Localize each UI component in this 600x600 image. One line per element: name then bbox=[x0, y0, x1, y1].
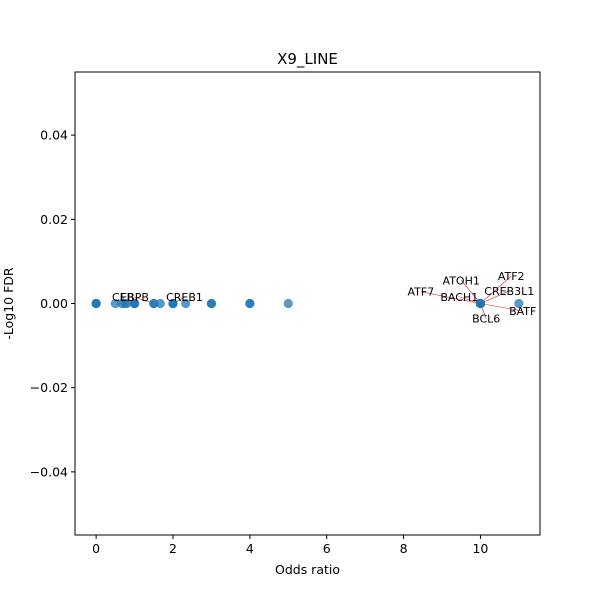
data-point bbox=[110, 298, 120, 309]
x-tick-label: 6 bbox=[323, 541, 331, 556]
data-point bbox=[129, 298, 140, 309]
annotation-label: CEB bbox=[112, 291, 134, 304]
annotation-leader-line bbox=[480, 303, 523, 312]
y-tick-label: −0.02 bbox=[30, 380, 68, 395]
x-tick-label: 2 bbox=[169, 541, 177, 556]
annotation-leader-line bbox=[480, 290, 510, 304]
annotation-label: ATOH1 bbox=[443, 274, 480, 287]
data-point bbox=[168, 298, 178, 309]
data-point bbox=[149, 298, 159, 309]
annotation-label: BATF bbox=[509, 305, 536, 318]
data-point bbox=[475, 298, 486, 309]
annotation-label: ATF2 bbox=[498, 270, 525, 283]
annotation-leader-line bbox=[460, 280, 481, 304]
data-point bbox=[283, 298, 293, 309]
data-points bbox=[91, 298, 524, 309]
x-axis: 0 2 4 6 8 10 bbox=[92, 535, 488, 556]
annotation-label: BACH1 bbox=[440, 291, 478, 304]
data-point bbox=[155, 298, 165, 309]
x-tick-label: 10 bbox=[472, 541, 488, 556]
y-tick-label: −0.04 bbox=[30, 464, 68, 479]
data-point bbox=[122, 298, 132, 309]
data-point bbox=[91, 298, 101, 309]
y-tick-label: 0.02 bbox=[40, 212, 68, 227]
y-tick-label: 0.00 bbox=[40, 296, 68, 311]
annotation-label: CREB1 bbox=[166, 291, 203, 304]
data-point bbox=[514, 298, 524, 309]
annotation-label: CREB3L1 bbox=[484, 285, 534, 298]
chart-title: X9_LINE bbox=[277, 50, 338, 69]
x-tick-label: 4 bbox=[246, 541, 254, 556]
data-point bbox=[245, 298, 255, 309]
x-tick-label: 0 bbox=[92, 541, 100, 556]
annotation-leader-line bbox=[420, 291, 481, 304]
y-tick-label: 0.04 bbox=[40, 128, 68, 143]
annotation-leader-line bbox=[480, 275, 512, 304]
y-axis-label: -Log10 FDR bbox=[1, 267, 16, 340]
annotation-label: ATF7 bbox=[408, 286, 435, 299]
annotation-label: EBPB bbox=[120, 291, 149, 304]
y-axis: −0.04 −0.02 0.00 0.02 0.04 bbox=[30, 128, 75, 479]
x-axis-label: Odds ratio bbox=[275, 562, 340, 577]
data-point bbox=[206, 298, 217, 309]
annotation-label: BCL6 bbox=[472, 313, 500, 326]
x-tick-label: 8 bbox=[400, 541, 408, 556]
data-point bbox=[181, 298, 191, 309]
